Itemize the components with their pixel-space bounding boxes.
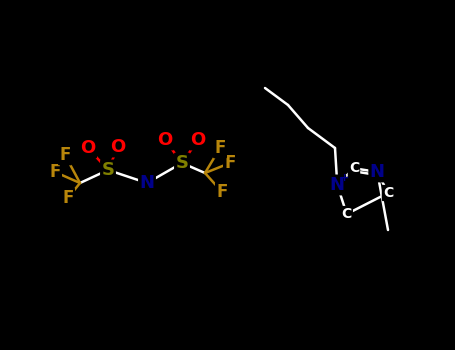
Text: F: F	[224, 154, 236, 172]
Text: N: N	[140, 174, 155, 192]
Text: F: F	[216, 183, 228, 201]
Text: S: S	[101, 161, 115, 179]
Text: C: C	[349, 161, 359, 175]
Text: F: F	[49, 163, 61, 181]
Text: O: O	[157, 131, 172, 149]
Text: F: F	[214, 139, 226, 157]
Text: C: C	[342, 207, 352, 221]
Text: F: F	[59, 146, 71, 164]
Text: C: C	[383, 186, 393, 200]
Text: N: N	[330, 176, 345, 194]
Text: S: S	[176, 154, 188, 172]
Text: O: O	[111, 138, 126, 156]
Text: O: O	[81, 139, 96, 157]
Text: O: O	[190, 131, 206, 149]
Text: +: +	[339, 173, 349, 183]
Text: N: N	[370, 163, 385, 181]
Text: F: F	[62, 189, 74, 207]
